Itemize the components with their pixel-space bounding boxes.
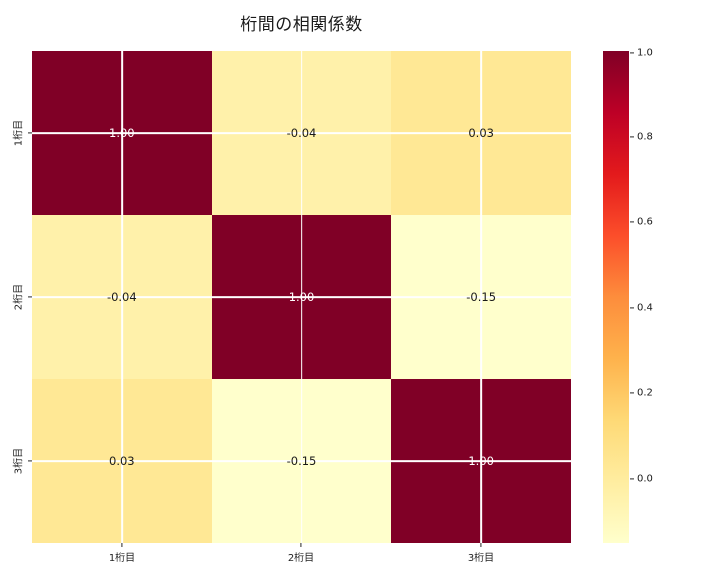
colorbar-tick-mark — [630, 221, 634, 223]
colorbar-gradient — [603, 51, 629, 543]
colorbar-tick-label: 1.0 — [637, 47, 653, 59]
y-tick-label: 3桁目 — [13, 447, 25, 475]
y-tick-mark — [28, 460, 32, 462]
cell-value-label: -0.15 — [286, 454, 317, 468]
colorbar-tick-mark — [630, 478, 634, 480]
gridline-horizontal — [32, 132, 571, 134]
gridline-horizontal — [32, 296, 571, 298]
x-tick-mark — [121, 543, 123, 547]
cell-value-label: 1.00 — [109, 126, 135, 140]
chart-title: 桁間の相関係数 — [240, 15, 363, 35]
colorbar-tick-label: 0.6 — [637, 216, 653, 228]
y-tick-label: 2桁目 — [13, 283, 25, 311]
colorbar-tick-label: 0.2 — [637, 387, 653, 399]
x-tick-mark — [480, 543, 482, 547]
colorbar-tick-mark — [630, 307, 634, 309]
x-tick-mark — [300, 543, 302, 547]
cell-value-label: -0.15 — [466, 290, 497, 304]
cell-value-label: 1.00 — [288, 290, 315, 304]
y-tick-label: 1桁目 — [13, 119, 25, 147]
heatmap-plot-area: 1.00 -0.04 0.03 -0.04 1.00 -0.15 0.03 -0… — [32, 51, 571, 543]
colorbar-tick-mark — [630, 136, 634, 138]
cell-value-label: 0.03 — [468, 126, 494, 140]
colorbar-tick-label: 0.8 — [637, 131, 653, 143]
gridline-horizontal — [32, 460, 571, 462]
cell-value-label: 1.00 — [468, 454, 494, 468]
colorbar-tick-label: 0.0 — [637, 473, 653, 485]
y-tick-mark — [28, 296, 32, 298]
colorbar-tick-mark — [630, 52, 634, 54]
x-tick-label: 2桁目 — [287, 553, 315, 564]
cell-value-label: -0.04 — [286, 126, 317, 140]
x-tick-label: 3桁目 — [467, 553, 495, 564]
y-tick-mark — [28, 132, 32, 134]
colorbar-tick-label: 0.4 — [637, 302, 653, 314]
cell-value-label: 0.03 — [109, 454, 135, 468]
cell-value-label: -0.04 — [106, 290, 137, 304]
x-tick-label: 1桁目 — [108, 553, 136, 564]
colorbar-tick-mark — [630, 392, 634, 394]
